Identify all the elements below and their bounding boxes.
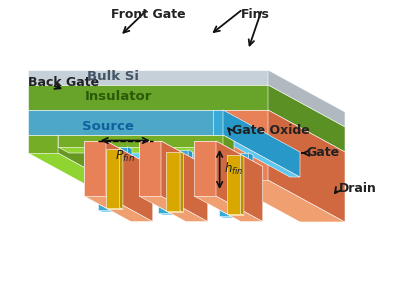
- Polygon shape: [227, 154, 241, 214]
- Text: Insulator: Insulator: [84, 91, 152, 103]
- Polygon shape: [166, 152, 180, 211]
- Polygon shape: [97, 210, 132, 212]
- Polygon shape: [223, 135, 234, 153]
- Text: Drain: Drain: [339, 182, 377, 196]
- Polygon shape: [223, 180, 345, 222]
- Polygon shape: [213, 110, 223, 135]
- Text: Back Gate: Back Gate: [28, 76, 99, 88]
- Text: $P_{fin}$: $P_{fin}$: [115, 148, 135, 164]
- Polygon shape: [227, 214, 244, 215]
- Polygon shape: [84, 196, 153, 221]
- Polygon shape: [194, 196, 263, 221]
- Polygon shape: [166, 211, 184, 212]
- Polygon shape: [194, 141, 216, 196]
- Polygon shape: [58, 135, 135, 195]
- Polygon shape: [28, 85, 345, 127]
- Text: Source: Source: [82, 121, 134, 134]
- Polygon shape: [97, 147, 128, 210]
- Polygon shape: [158, 150, 188, 213]
- Polygon shape: [139, 196, 208, 221]
- Polygon shape: [188, 150, 192, 215]
- Polygon shape: [223, 110, 300, 177]
- Polygon shape: [128, 147, 132, 212]
- Polygon shape: [28, 70, 268, 85]
- Polygon shape: [180, 152, 184, 212]
- Polygon shape: [268, 70, 345, 127]
- Polygon shape: [194, 141, 216, 196]
- Text: Bulk Si: Bulk Si: [87, 70, 139, 83]
- Polygon shape: [28, 110, 223, 135]
- Text: Front Gate: Front Gate: [111, 8, 185, 21]
- Polygon shape: [84, 141, 106, 196]
- Polygon shape: [223, 110, 300, 177]
- Polygon shape: [28, 85, 268, 110]
- Polygon shape: [218, 216, 253, 218]
- Text: Gate: Gate: [306, 146, 339, 160]
- Polygon shape: [268, 85, 345, 152]
- Polygon shape: [213, 135, 300, 177]
- Polygon shape: [105, 148, 120, 208]
- Polygon shape: [120, 148, 123, 209]
- Polygon shape: [241, 154, 244, 215]
- Text: Fins: Fins: [241, 8, 270, 21]
- Text: $h_{fin}$: $h_{fin}$: [224, 161, 243, 177]
- Polygon shape: [227, 214, 244, 215]
- Polygon shape: [28, 153, 135, 195]
- Polygon shape: [268, 110, 345, 222]
- Polygon shape: [106, 141, 153, 221]
- Polygon shape: [223, 110, 268, 180]
- Polygon shape: [58, 135, 223, 147]
- Polygon shape: [58, 147, 234, 153]
- Polygon shape: [105, 208, 123, 209]
- Polygon shape: [120, 148, 123, 209]
- Polygon shape: [166, 152, 180, 211]
- Polygon shape: [139, 141, 161, 196]
- Polygon shape: [105, 208, 123, 209]
- Polygon shape: [28, 110, 345, 152]
- Polygon shape: [227, 154, 241, 214]
- Polygon shape: [84, 196, 153, 221]
- Polygon shape: [28, 135, 58, 153]
- Polygon shape: [84, 141, 106, 196]
- Polygon shape: [194, 196, 263, 221]
- Polygon shape: [241, 154, 244, 215]
- Polygon shape: [216, 141, 263, 221]
- Polygon shape: [180, 152, 184, 212]
- Polygon shape: [139, 196, 208, 221]
- Polygon shape: [105, 148, 120, 208]
- Polygon shape: [28, 135, 300, 177]
- Polygon shape: [106, 141, 153, 221]
- Polygon shape: [166, 211, 184, 212]
- Polygon shape: [139, 141, 161, 196]
- Polygon shape: [158, 213, 192, 215]
- Polygon shape: [218, 153, 249, 216]
- Polygon shape: [161, 141, 208, 221]
- Polygon shape: [161, 141, 208, 221]
- Polygon shape: [216, 141, 263, 221]
- Text: Gate Oxide: Gate Oxide: [231, 124, 309, 137]
- Polygon shape: [249, 153, 253, 218]
